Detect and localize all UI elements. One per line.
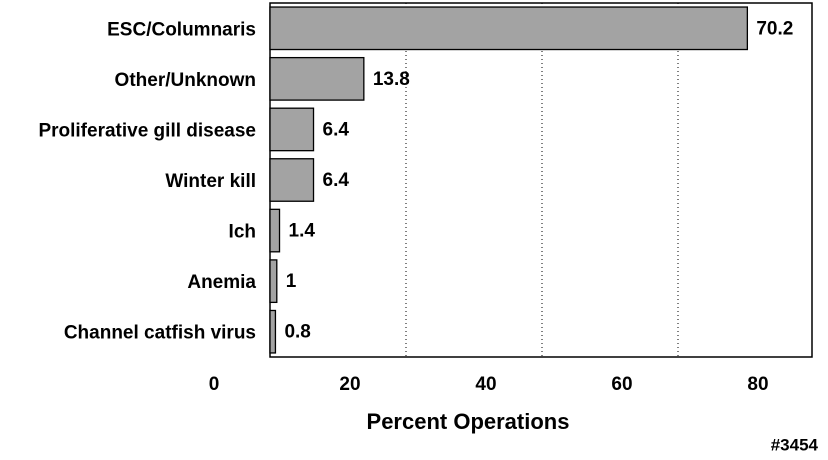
- annotation: #3454: [771, 435, 819, 454]
- x-tick-label: 0: [209, 374, 220, 395]
- x-tick-label: 80: [747, 374, 768, 395]
- plot-area: [269, 2, 813, 358]
- y-tick-label: Winter kill: [165, 171, 256, 192]
- value-label: 13.8: [373, 69, 410, 90]
- value-label: 70.2: [756, 18, 793, 39]
- bar: [269, 56, 365, 101]
- value-label: 1.4: [289, 221, 316, 242]
- y-tick-label: Ich: [229, 222, 256, 243]
- x-tick-label: 20: [339, 374, 360, 395]
- y-tick-label: ESC/Columnaris: [107, 19, 256, 40]
- bar: [269, 6, 749, 51]
- y-tick-label: Proliferative gill disease: [38, 120, 256, 141]
- x-axis-label: Percent Operations: [367, 409, 570, 434]
- bar: [269, 208, 281, 253]
- bar: [269, 158, 315, 202]
- bar: [269, 259, 278, 304]
- value-label: 0.8: [284, 322, 310, 343]
- y-tick-label: Other/Unknown: [115, 70, 256, 91]
- bar: [269, 309, 277, 354]
- y-tick-label: Anemia: [187, 272, 256, 293]
- x-tick-label: 40: [475, 374, 496, 395]
- value-label: 6.4: [323, 170, 350, 191]
- value-label: 6.4: [323, 119, 350, 140]
- value-label: 1: [286, 271, 297, 292]
- bar: [269, 107, 315, 152]
- y-tick-label: Channel catfish virus: [64, 323, 256, 344]
- x-tick-label: 60: [611, 374, 632, 395]
